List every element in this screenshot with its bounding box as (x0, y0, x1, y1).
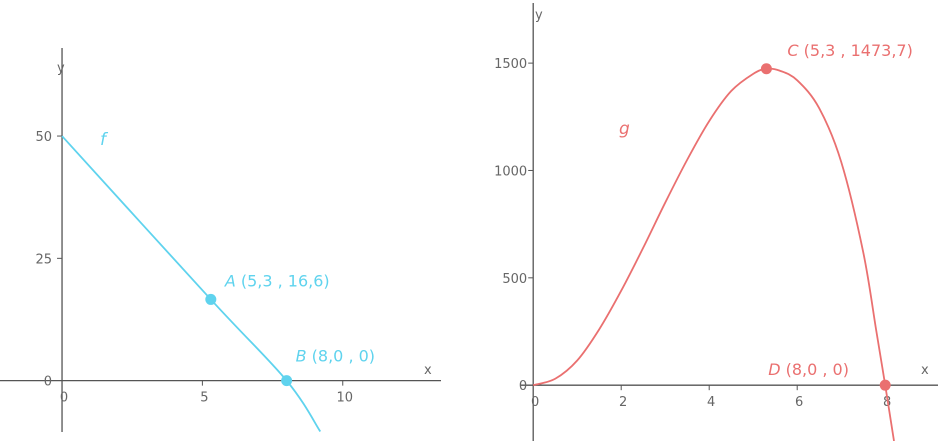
point-label-A: A (5,3 , 16,6) (224, 271, 330, 290)
x-tick-label: 0 (531, 395, 539, 410)
function-label-f: f (100, 130, 109, 150)
y-tick-label: 1500 (494, 57, 527, 72)
y-tick-label: 50 (35, 130, 52, 145)
point-coords-D: (8,0 , 0) (781, 360, 849, 379)
x-tick-label: 6 (795, 395, 803, 410)
point-label-B: B (8,0 , 0) (296, 347, 375, 366)
series-line-g (532, 67, 895, 441)
x-tick-label: 10 (336, 391, 353, 406)
point-name-D: D (768, 360, 780, 379)
x-axis-label: x (921, 363, 929, 378)
y-tick-label: 0 (519, 379, 527, 394)
point-B (281, 375, 293, 387)
y-tick-label: 0 (44, 375, 52, 390)
point-coords-C: (5,3 , 1473,7) (799, 41, 913, 60)
point-D (879, 379, 891, 391)
x-tick-label: 5 (200, 391, 208, 406)
point-coords-A: (5,3 , 16,6) (236, 271, 330, 290)
x-axis-label: x (424, 363, 432, 378)
y-tick-label: 500 (502, 272, 527, 287)
point-name-A: A (224, 271, 236, 290)
point-coords-B: (8,0 , 0) (307, 347, 375, 366)
function-label-g: g (619, 119, 630, 139)
y-tick-label: 25 (35, 252, 52, 267)
point-A (205, 293, 217, 305)
x-tick-label: 0 (60, 391, 68, 406)
point-label-C: C (5,3 , 1473,7) (787, 41, 912, 60)
point-name-B: B (296, 347, 307, 366)
y-axis-label: y (535, 8, 543, 23)
y-tick-label: 1000 (494, 164, 527, 179)
series-line-f (61, 135, 322, 432)
point-C (760, 63, 772, 75)
point-name-C: C (787, 41, 799, 60)
x-tick-label: 4 (707, 395, 715, 410)
x-tick-label: 2 (619, 395, 627, 410)
point-label-D: D (8,0 , 0) (768, 360, 849, 379)
y-axis-label: y (57, 61, 65, 76)
chart-panel-1: 0 5 10 0 25 50 x y f A (5,3 , 16,6) B (8,0 , 0) (0, 48, 441, 432)
